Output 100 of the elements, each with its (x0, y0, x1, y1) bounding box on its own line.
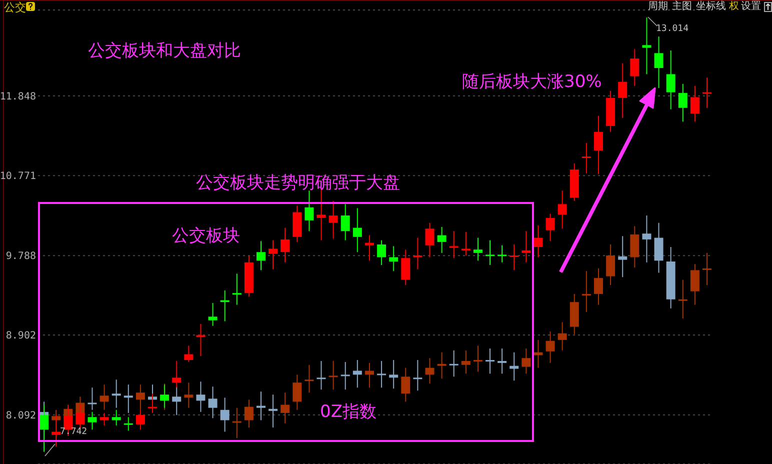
candlestick (678, 279, 688, 319)
y-tick-label: 9.788 (6, 251, 36, 262)
annotation: 13.014 (656, 24, 689, 35)
y-tick-label: 8.092 (6, 410, 36, 422)
candlestick (558, 190, 567, 230)
candlestick (678, 83, 688, 122)
candlestick (220, 397, 230, 432)
candlestick (100, 384, 109, 410)
candlestick (702, 77, 712, 108)
candlestick (377, 360, 386, 388)
candlestick (340, 361, 350, 390)
annotation: 周期 (648, 1, 668, 13)
candlestick (473, 237, 482, 262)
candlestick (449, 230, 458, 259)
annotation: 公交板块走势明确强于大盘 (196, 173, 400, 194)
annotation: 主图 (672, 1, 692, 13)
candlestick (594, 115, 603, 175)
candlestick (606, 244, 616, 286)
candlestick (630, 48, 640, 86)
candlestick (328, 360, 338, 390)
candlestick (473, 345, 482, 372)
candlestick (690, 85, 700, 122)
candlestick (425, 222, 434, 258)
candlestick (498, 348, 507, 374)
annotation: 坐标线 (696, 1, 726, 13)
candlestick (630, 226, 640, 268)
candlestick (654, 36, 664, 89)
candlestick (208, 302, 218, 326)
candlestick (546, 330, 555, 364)
y-tick-label: 8.902 (6, 330, 36, 342)
candlestick (184, 345, 194, 362)
candlestick (401, 367, 410, 402)
candlestick (280, 227, 290, 263)
candlestick (401, 249, 410, 286)
annotation: 随后板块大涨30% (462, 72, 602, 92)
candlestick (618, 236, 628, 278)
candlestick (352, 208, 362, 253)
candlestick (304, 190, 314, 232)
candlestick (486, 240, 495, 266)
candlestick (316, 360, 326, 390)
candlestick (510, 352, 519, 382)
candlestick (618, 62, 628, 118)
candlestick (522, 230, 531, 263)
candlestick (534, 224, 543, 258)
candlestick (522, 348, 531, 374)
candlestick (352, 360, 362, 388)
candlestick (642, 214, 652, 263)
candlestick (642, 16, 652, 75)
candlestick (244, 399, 254, 428)
candlestick (558, 322, 567, 351)
candlestick (461, 350, 470, 374)
candlestick (437, 352, 446, 380)
candlestick (184, 382, 194, 408)
candlestick (546, 213, 555, 242)
candlestick (654, 222, 664, 274)
text: 权 (729, 1, 739, 13)
candlestick (112, 379, 121, 408)
candlestick (280, 392, 290, 424)
candlestick (232, 407, 242, 439)
candlestick (449, 350, 458, 378)
candlestick (268, 240, 278, 270)
candlestick (124, 384, 133, 414)
annotation: 公交板块 (172, 226, 240, 246)
candlestick (486, 348, 495, 374)
chart-title: 公交 (4, 0, 26, 15)
candlestick (461, 231, 470, 256)
candlestick (437, 226, 446, 254)
candlestick (208, 386, 218, 419)
candlestick (389, 246, 398, 272)
candlestick (364, 362, 374, 388)
candlestick (256, 391, 266, 421)
candlestick (232, 273, 242, 306)
candlestick (364, 234, 374, 262)
candlestick (196, 381, 206, 412)
candlestick (268, 394, 278, 428)
candlestick (292, 374, 302, 410)
candlestick (510, 244, 519, 271)
candlestick (88, 387, 97, 410)
candlestick (100, 412, 109, 426)
candlestick (666, 50, 676, 110)
annotation: 0Z指数 (320, 402, 376, 422)
candlestick (498, 244, 507, 263)
text: 公交板块和大盘对比 (88, 40, 241, 62)
candlestick (582, 270, 591, 313)
candlestick (124, 416, 133, 432)
candlestick (304, 364, 314, 394)
candlestick (389, 360, 398, 390)
candlestick (377, 240, 386, 266)
candlestick (702, 252, 712, 286)
candlestick (594, 268, 603, 306)
candlestick (582, 142, 591, 174)
candlestick (340, 204, 350, 241)
text: 设置 (741, 1, 761, 13)
candlestick (425, 358, 434, 384)
candlestick (196, 324, 206, 357)
candlestick (328, 200, 338, 240)
candlestick (690, 264, 700, 306)
candlestick (256, 240, 266, 271)
candlestick (413, 360, 422, 392)
candlestick (88, 411, 97, 430)
